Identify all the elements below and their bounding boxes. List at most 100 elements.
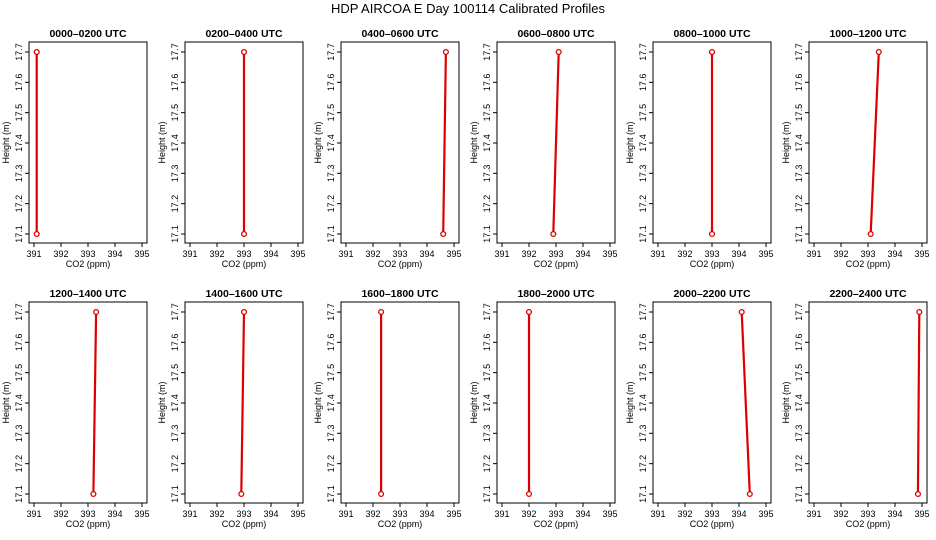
- x-tick-label: 393: [392, 249, 407, 259]
- y-tick-label: 17.4: [794, 394, 804, 412]
- data-point: [746, 490, 753, 498]
- x-tick-label: 395: [446, 509, 461, 519]
- y-tick-label: 17.1: [14, 225, 24, 243]
- plot-frame: [340, 301, 460, 504]
- y-tick-label: 17.1: [326, 485, 336, 503]
- y-axis-label: Height (m): [625, 121, 635, 163]
- x-tick-label: 393: [236, 509, 251, 519]
- x-tick-label: 391: [338, 249, 353, 259]
- y-tick-label: 17.7: [170, 43, 180, 61]
- chart-panel: 1800–2000 UTC 391 392 393 394 395 17.1 17.2 17.3…: [469, 288, 618, 529]
- x-tick-label: 391: [26, 509, 41, 519]
- data-point: [550, 230, 557, 238]
- y-tick-label: 17.6: [326, 334, 336, 352]
- y-tick-label: 17.7: [326, 303, 336, 321]
- y-axis-label: Height (m): [781, 381, 791, 423]
- data-point: [240, 308, 248, 316]
- x-tick-label: 392: [833, 509, 848, 519]
- y-tick-label: 17.3: [170, 425, 180, 443]
- x-tick-label: 392: [365, 509, 380, 519]
- plot-frame: [652, 301, 772, 504]
- profile-line: [552, 51, 560, 235]
- x-tick-label: 394: [575, 509, 590, 519]
- y-tick-label: 17.6: [794, 334, 804, 352]
- y-tick-label: 17.6: [794, 74, 804, 92]
- x-tick-label: 394: [887, 249, 902, 259]
- x-tick-label: 395: [134, 249, 149, 259]
- x-tick-label: 395: [758, 249, 773, 259]
- x-tick-label: 391: [182, 509, 197, 519]
- y-axis-label: Height (m): [625, 381, 635, 423]
- y-tick-label: 17.1: [794, 485, 804, 503]
- chart-panel: 0600–0800 UTC 391 392 393 394 395 17.1 17.2 17.3…: [469, 28, 618, 269]
- x-tick-label: 394: [419, 249, 434, 259]
- data-point: [238, 490, 245, 498]
- x-tick-label: 393: [392, 509, 407, 519]
- chart-panel: 0000–0200 UTC 391 392 393 394 395 17.1 17.2 17.3…: [1, 28, 150, 269]
- x-tick-label: 395: [914, 509, 929, 519]
- x-axis-label: CO2 (ppm): [378, 259, 423, 269]
- profile-line: [869, 51, 880, 235]
- chart-panel: 1200–1400 UTC 391 392 393 394 395 17.1 17.2 17.3…: [1, 288, 150, 529]
- y-tick-label: 17.7: [326, 43, 336, 61]
- y-tick-label: 17.3: [326, 165, 336, 183]
- y-tick-label: 17.3: [482, 165, 492, 183]
- x-tick-label: 393: [704, 249, 719, 259]
- y-tick-label: 17.6: [482, 74, 492, 92]
- x-tick-label: 393: [704, 509, 719, 519]
- data-point: [708, 230, 716, 238]
- y-tick-label: 17.1: [638, 225, 648, 243]
- x-tick-label: 391: [182, 249, 197, 259]
- y-tick-label: 17.5: [482, 104, 492, 122]
- y-tick-label: 17.7: [794, 303, 804, 321]
- x-tick-label: 392: [53, 249, 68, 259]
- x-tick-label: 395: [602, 249, 617, 259]
- y-tick-label: 17.2: [326, 195, 336, 213]
- y-tick-label: 17.4: [14, 394, 24, 412]
- y-tick-label: 17.6: [14, 74, 24, 92]
- y-axis-label: Height (m): [469, 121, 479, 163]
- y-tick-label: 17.1: [482, 485, 492, 503]
- y-tick-label: 17.2: [14, 195, 24, 213]
- x-tick-label: 392: [521, 249, 536, 259]
- x-axis-label: CO2 (ppm): [378, 519, 423, 529]
- y-tick-label: 17.6: [482, 334, 492, 352]
- profile-line: [240, 311, 246, 495]
- chart-panel: 1000–1200 UTC 391 392 393 394 395 17.1 17.2 17.3…: [781, 28, 930, 269]
- y-tick-label: 17.3: [170, 165, 180, 183]
- profile-line: [442, 51, 447, 235]
- y-tick-label: 17.6: [638, 334, 648, 352]
- y-tick-label: 17.3: [638, 165, 648, 183]
- y-tick-label: 17.1: [794, 225, 804, 243]
- chart-panel: 0200–0400 UTC 391 392 393 394 395 17.1 17.2 17.3…: [157, 28, 306, 269]
- data-point: [914, 490, 921, 498]
- x-axis-label: CO2 (ppm): [222, 259, 267, 269]
- data-point: [442, 48, 449, 56]
- y-tick-label: 17.3: [326, 425, 336, 443]
- y-tick-label: 17.2: [482, 455, 492, 473]
- y-tick-label: 17.4: [638, 134, 648, 152]
- y-tick-label: 17.7: [170, 303, 180, 321]
- y-tick-label: 17.4: [170, 134, 180, 152]
- x-axis-label: CO2 (ppm): [846, 259, 891, 269]
- data-point: [525, 308, 533, 316]
- x-tick-label: 394: [887, 509, 902, 519]
- data-point: [33, 48, 40, 56]
- y-tick-label: 17.4: [170, 394, 180, 412]
- profile-line: [740, 311, 751, 495]
- y-tick-label: 17.2: [638, 195, 648, 213]
- x-tick-label: 392: [209, 509, 224, 519]
- x-tick-label: 395: [134, 509, 149, 519]
- y-tick-label: 17.5: [326, 364, 336, 382]
- x-tick-label: 394: [107, 509, 122, 519]
- y-axis-label: Height (m): [1, 381, 11, 423]
- x-tick-label: 394: [731, 509, 746, 519]
- plot-frame: [496, 301, 616, 504]
- y-tick-label: 17.5: [482, 364, 492, 382]
- data-point: [90, 490, 97, 498]
- y-tick-label: 17.1: [482, 225, 492, 243]
- x-tick-label: 395: [290, 509, 305, 519]
- y-tick-label: 17.4: [482, 134, 492, 152]
- data-point: [93, 308, 100, 316]
